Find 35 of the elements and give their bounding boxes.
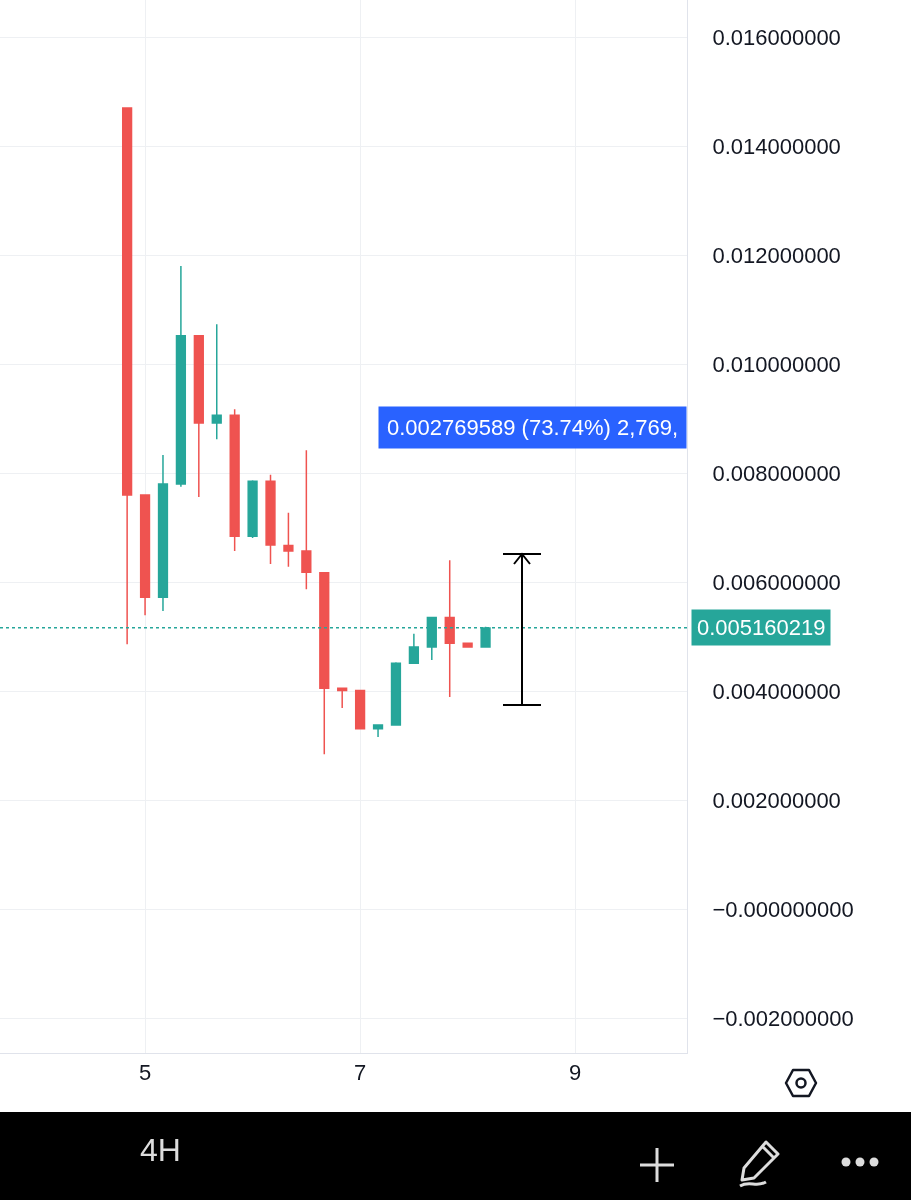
candlestick — [265, 473, 276, 565]
candlestick — [175, 265, 187, 488]
text: 4H — [140, 1132, 181, 1169]
candlestick — [283, 512, 294, 568]
candlestick — [139, 494, 151, 617]
candlestick — [462, 642, 473, 648]
candlestick — [301, 449, 312, 590]
candlestick — [193, 334, 204, 498]
candlestick — [229, 408, 240, 552]
candlestick — [372, 723, 384, 738]
y-tick-label: −0.000000000 — [712, 896, 854, 922]
candlestick — [121, 107, 133, 645]
y-tick-label: 0.010000000 — [712, 351, 841, 377]
y-tick-label: 0.014000000 — [712, 133, 841, 159]
candlestick — [337, 687, 348, 709]
candlestick — [247, 479, 258, 539]
annotation: 0.002769589 (73.74%) 2,769, — [387, 415, 679, 440]
candlestick — [390, 661, 402, 726]
candlestick — [157, 454, 169, 612]
y-tick-label: 0.008000000 — [712, 460, 841, 486]
y-tick-label: 0.004000000 — [712, 678, 841, 704]
candlestick — [319, 572, 330, 756]
x-tick-label: 5 — [138, 1060, 152, 1086]
x-tick-label: 9 — [569, 1060, 582, 1086]
y-tick-label: 0.016000000 — [712, 24, 841, 50]
candlestick — [354, 689, 366, 730]
y-tick-label: 0.012000000 — [712, 242, 841, 268]
candlestick — [211, 323, 222, 441]
y-tick-label: −0.002000000 — [712, 1005, 854, 1031]
y-tick-label: 0.006000000 — [712, 569, 841, 595]
ref-line-label: 0.005160219 — [697, 615, 826, 640]
y-tick-label: 0.002000000 — [712, 787, 841, 813]
candlestick — [444, 559, 455, 698]
candlestick — [408, 633, 420, 665]
x-tick-label: 7 — [353, 1060, 367, 1086]
